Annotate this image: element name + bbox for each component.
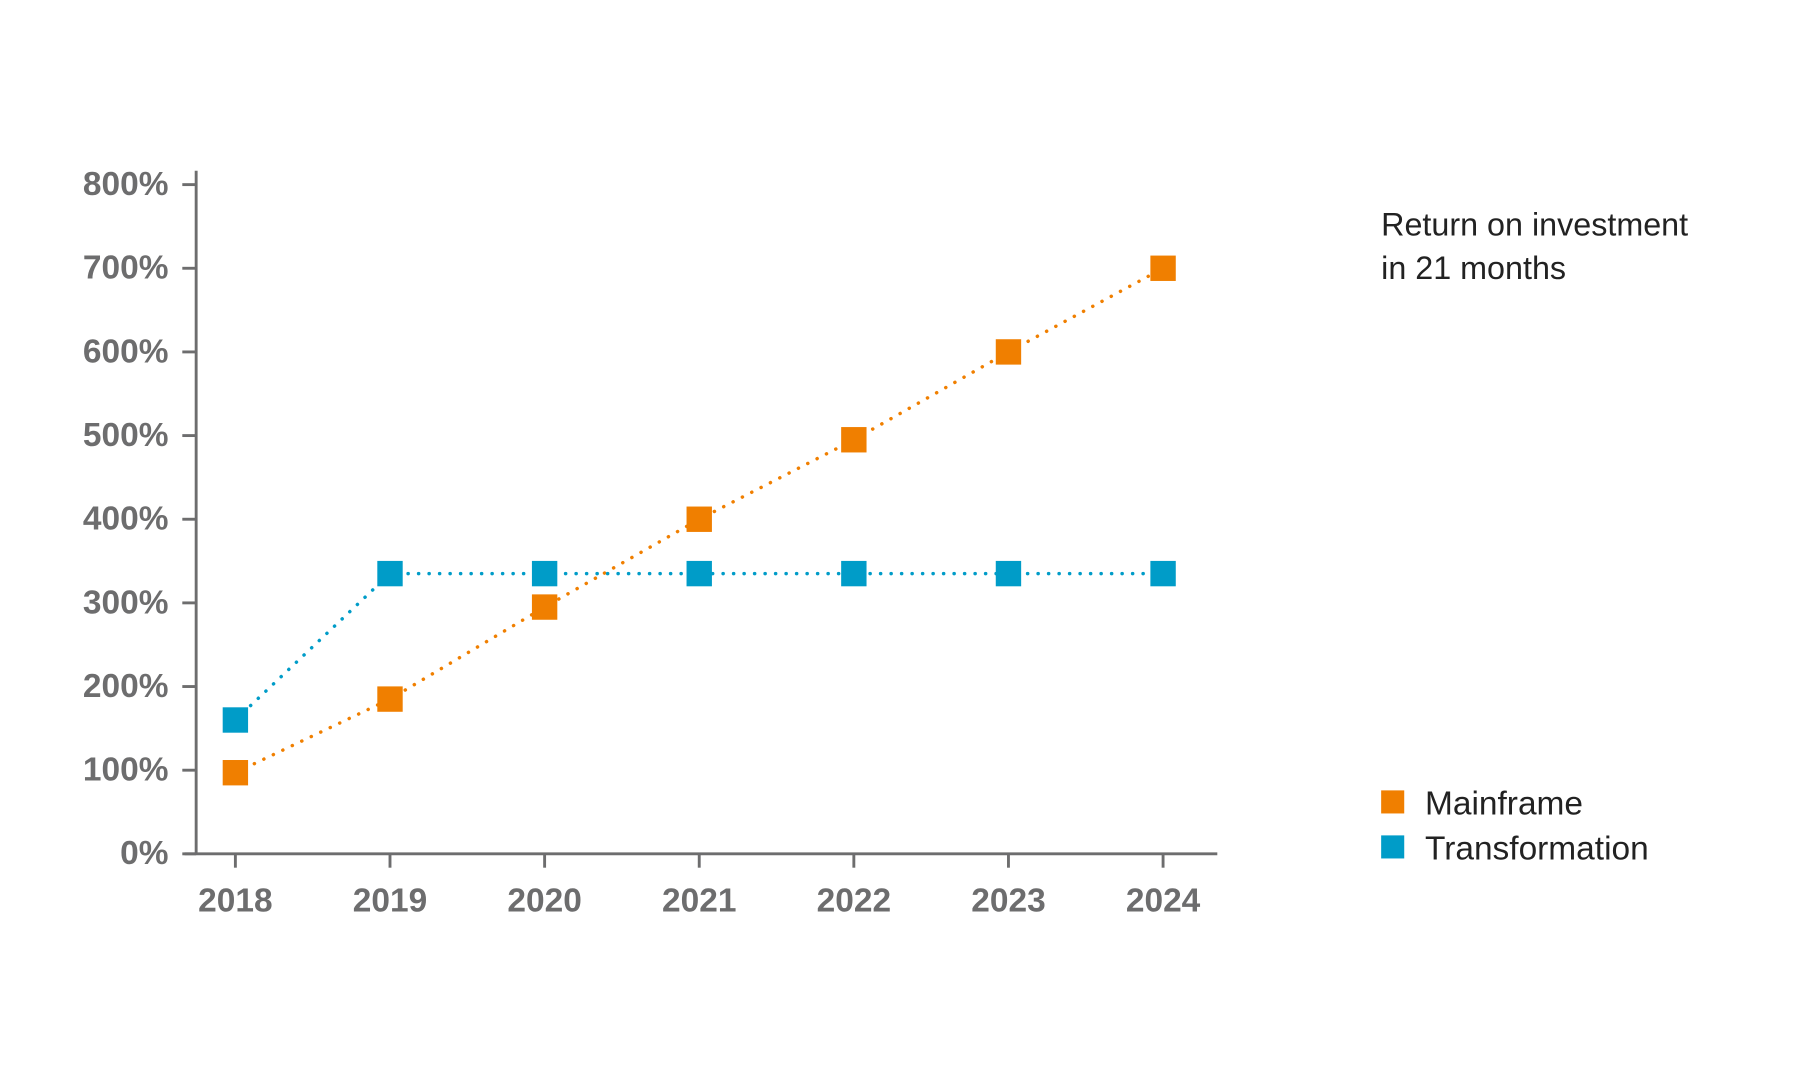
data-point-transformation xyxy=(531,560,558,587)
x-tick-label: 2021 xyxy=(662,883,736,920)
y-tick-label: 500% xyxy=(83,417,169,454)
legend-label-transformation: Transformation xyxy=(1425,831,1649,868)
y-tick-label: 400% xyxy=(83,501,169,538)
data-point-mainframe xyxy=(995,339,1022,365)
data-point-transformation xyxy=(686,560,712,587)
legend: Mainframe Transformation xyxy=(1381,786,1649,868)
data-point-mainframe xyxy=(531,594,558,620)
chart-title-line-2: in 21 months xyxy=(1381,250,1566,286)
data-point-mainframe xyxy=(841,427,867,453)
series-group xyxy=(222,255,1176,786)
data-point-transformation xyxy=(1150,560,1176,587)
y-tick-label: 700% xyxy=(83,250,169,287)
x-tick-label: 2020 xyxy=(507,883,581,920)
x-tick-label: 2019 xyxy=(353,883,427,920)
axes: 0% 100% 200% 300% 400% 500% 600% 700% 800% 2018 20… xyxy=(83,166,1218,920)
y-tick-label: 300% xyxy=(83,584,169,621)
y-tick-label: 800% xyxy=(83,166,169,203)
y-tick-label: 600% xyxy=(83,333,169,370)
data-point-transformation xyxy=(995,560,1022,587)
series-line-transformation xyxy=(233,571,1165,722)
x-tick-label: 2018 xyxy=(198,883,272,920)
chart-title-line-1: Return on investment xyxy=(1381,206,1688,242)
legend-swatch-mainframe xyxy=(1381,790,1405,814)
y-tick-label: 200% xyxy=(83,668,169,705)
x-tick-label: 2022 xyxy=(817,883,891,920)
x-tick-label: 2023 xyxy=(971,883,1045,920)
x-tick-label: 2024 xyxy=(1126,883,1201,920)
data-point-mainframe xyxy=(686,506,712,532)
data-point-transformation xyxy=(222,707,249,733)
data-point-mainframe xyxy=(1150,255,1176,281)
legend-label-mainframe: Mainframe xyxy=(1425,786,1583,823)
y-tick-label: 0% xyxy=(120,835,168,872)
y-tick-label: 100% xyxy=(83,752,169,789)
data-point-transformation xyxy=(841,560,867,587)
legend-swatch-transformation xyxy=(1381,835,1405,859)
data-point-mainframe xyxy=(222,760,249,786)
data-point-transformation xyxy=(377,560,403,587)
data-point-mainframe xyxy=(377,686,403,712)
